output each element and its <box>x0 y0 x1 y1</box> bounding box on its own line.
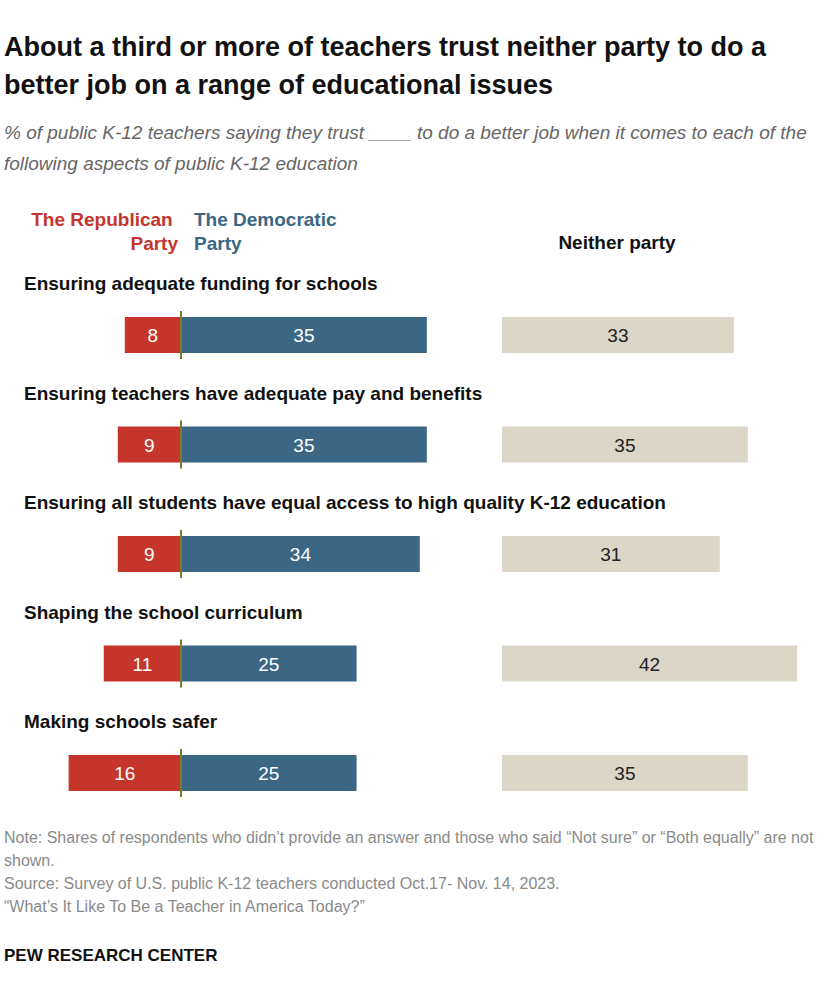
text-line: better job on a range of educational iss… <box>4 70 553 100</box>
text-line: Party <box>130 233 178 254</box>
subtitle: % of public K-12 teachers saying they tr… <box>4 122 812 174</box>
legend-entry: The Democratic Party <box>194 209 342 254</box>
data-label: 31 <box>600 544 621 565</box>
bar <box>181 646 357 682</box>
zero-line <box>180 421 182 469</box>
bar <box>118 536 181 572</box>
bar <box>69 755 181 791</box>
title: About a third or more of teachers trust … <box>4 32 774 100</box>
note: Source: Survey of U.S. public K-12 teach… <box>4 875 560 892</box>
category-label: Making schools safer <box>24 711 218 732</box>
zero-line <box>180 640 182 688</box>
zero-line <box>180 311 182 359</box>
bar <box>125 317 181 353</box>
bar <box>502 427 748 463</box>
zero-line <box>180 530 182 578</box>
legend-entry: Neither party <box>558 232 676 253</box>
bar <box>502 536 720 572</box>
data-label: 33 <box>607 325 628 346</box>
data-label: 34 <box>290 544 312 565</box>
text-line: Source: Survey of U.S. public K-12 teach… <box>4 875 560 892</box>
note: Note: Shares of respondents who didn’t p… <box>4 829 818 869</box>
data-label: 25 <box>258 763 279 784</box>
legend: The Republican PartyThe Democratic Party… <box>31 209 676 254</box>
text-line: “What’s It Like To Be a Teacher in Ameri… <box>4 898 365 915</box>
data-label: 11 <box>133 654 153 675</box>
text-line: Party <box>194 233 242 254</box>
text-line: shown. <box>4 852 55 869</box>
data-label: 35 <box>293 325 314 346</box>
category-label: Ensuring teachers have adequate pay and … <box>24 383 482 404</box>
category-label: Ensuring adequate funding for schools <box>24 273 378 294</box>
text-line: The Republican <box>31 209 178 230</box>
data-label: 9 <box>144 544 155 565</box>
text-line: following aspects of public K-12 educati… <box>4 153 358 174</box>
data-label: 16 <box>114 763 135 784</box>
branding: PEW RESEARCH CENTER <box>4 946 217 965</box>
data-label: 8 <box>148 325 159 346</box>
data-label: 35 <box>614 435 635 456</box>
data-label: 35 <box>614 763 635 784</box>
data-label: 42 <box>639 654 660 675</box>
category-label: Ensuring all students have equal access … <box>24 492 666 513</box>
data-label: 25 <box>258 654 279 675</box>
bar <box>502 646 797 682</box>
bars <box>69 317 797 791</box>
bar <box>181 317 427 353</box>
note: “What’s It Like To Be a Teacher in Ameri… <box>4 898 365 915</box>
legend-entry: The Republican Party <box>31 209 178 254</box>
data-label: 35 <box>293 435 314 456</box>
bar <box>104 646 181 682</box>
bar <box>502 755 748 791</box>
zero-line <box>180 749 182 797</box>
category-label: Shaping the school curriculum <box>24 602 303 623</box>
text-line: % of public K-12 teachers saying they tr… <box>4 122 812 143</box>
data-labels: 8 9 9 11 16 35 35 34 25 25 33 35 31 42 35 <box>114 325 660 784</box>
chart: About a third or more of teachers trust … <box>0 0 840 1000</box>
zero-lines <box>181 311 182 797</box>
text-line: About a third or more of teachers trust … <box>4 32 774 62</box>
bar <box>181 427 427 463</box>
bar <box>502 317 734 353</box>
bar <box>181 755 357 791</box>
bar <box>118 427 181 463</box>
data-label: 9 <box>144 435 155 456</box>
bar <box>181 536 420 572</box>
text-line: The Democratic <box>194 209 342 230</box>
text-line: Note: Shares of respondents who didn’t p… <box>4 829 818 846</box>
